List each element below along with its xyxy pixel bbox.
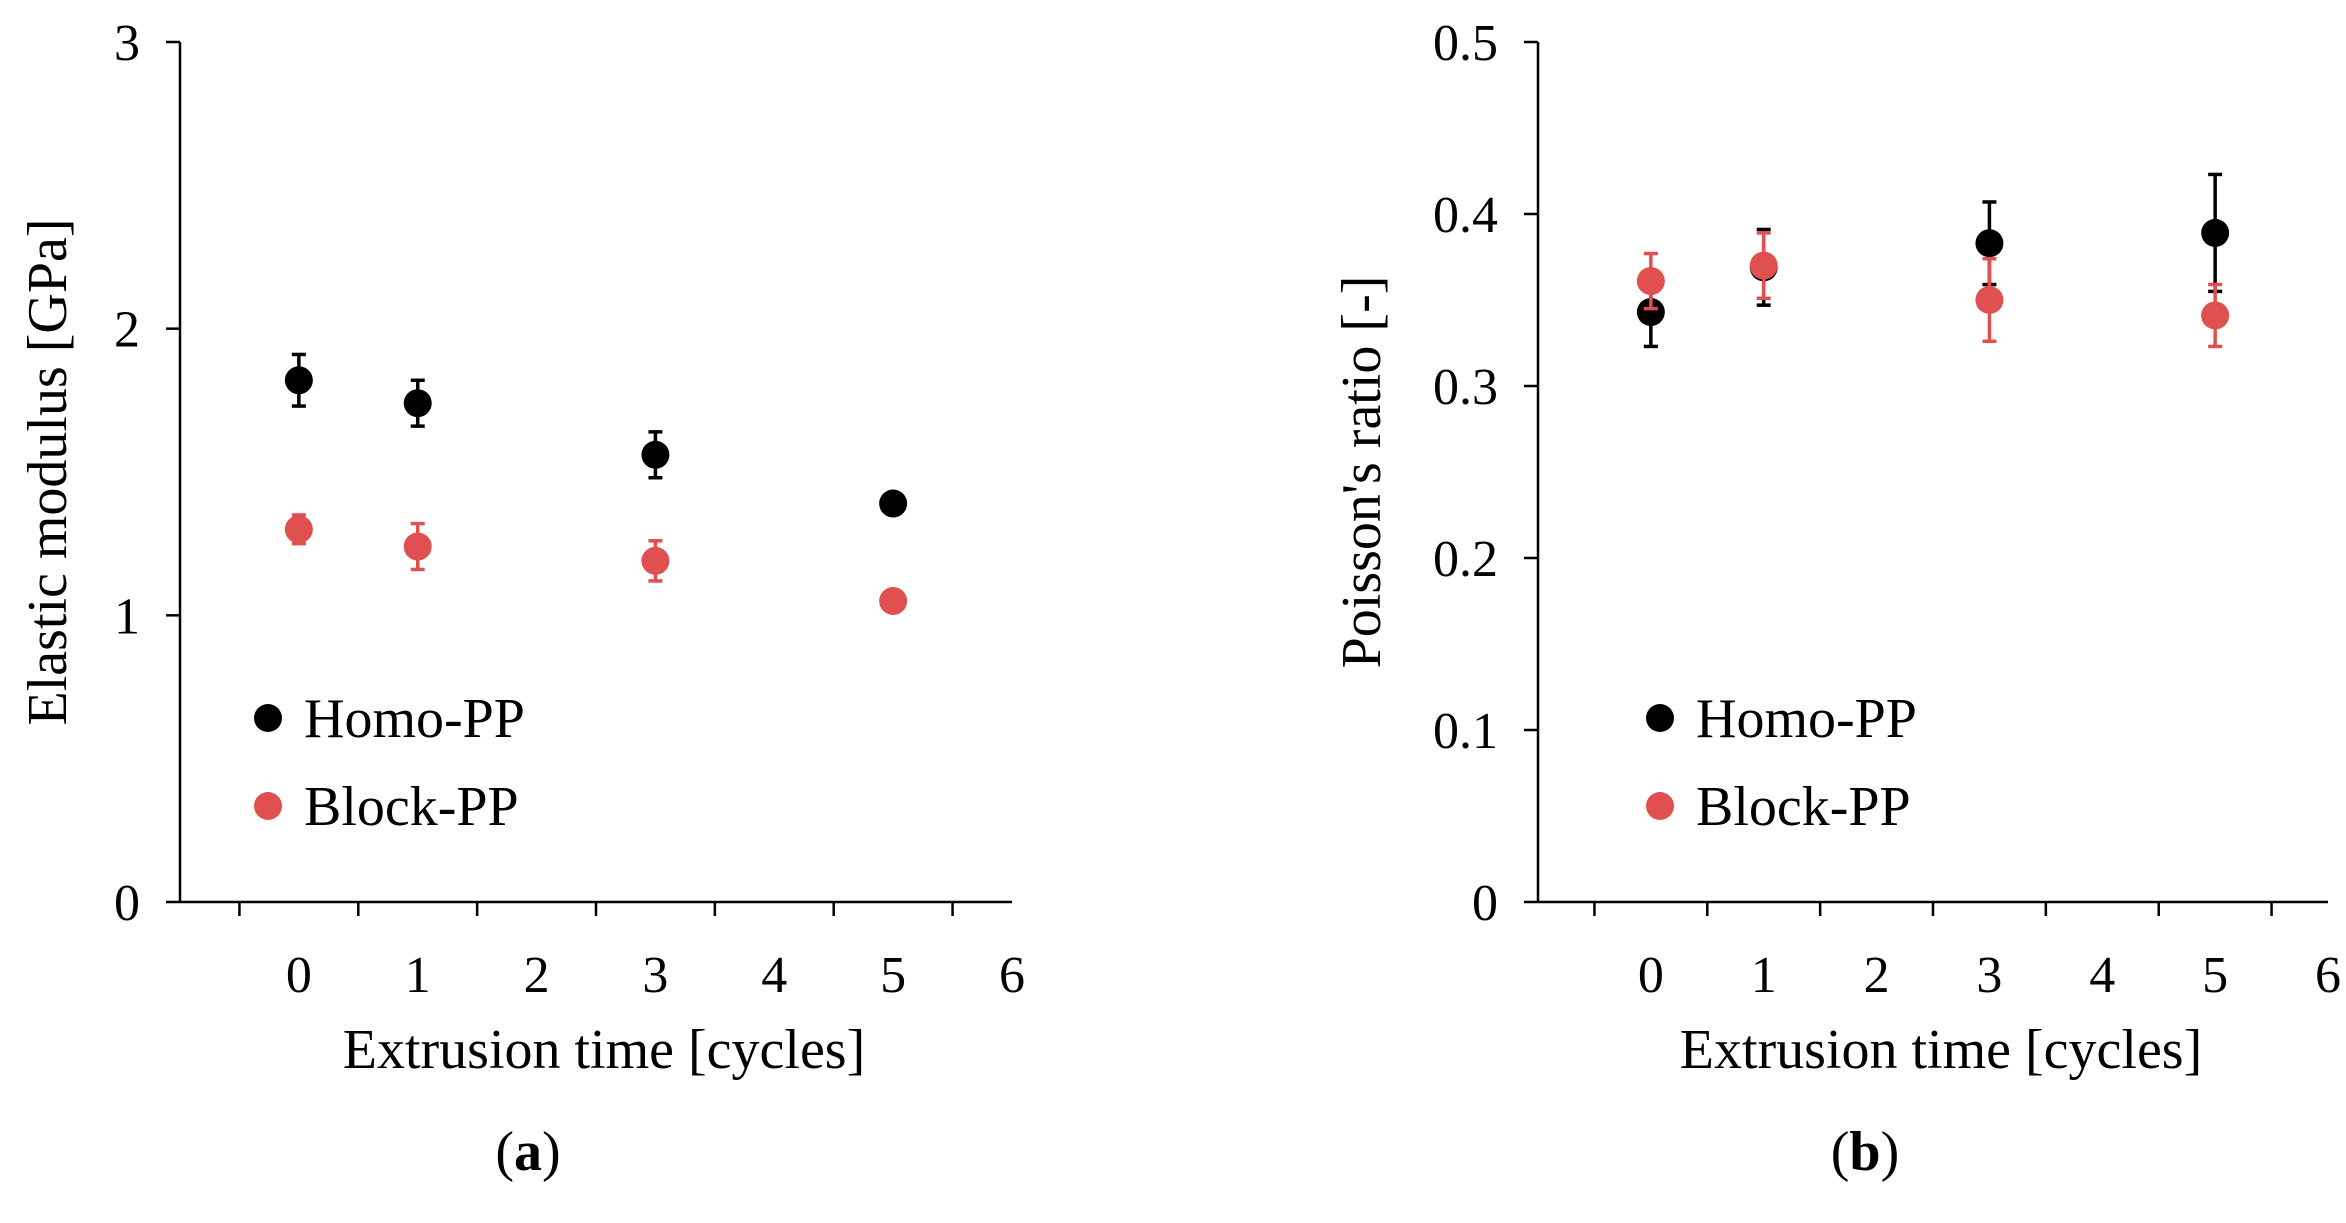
legend-marker [254,792,282,820]
x-tick-label: 2 [1864,947,1890,1004]
data-point [879,489,908,518]
x-axis-title: Extrusion time [cycles] [343,1019,866,1081]
data-point [1636,298,1665,327]
x-tick-label: 6 [999,947,1025,1004]
legend-label: Homo-PP [304,688,525,750]
x-tick-label: 4 [761,947,787,1004]
chart-panel-a: 0 1 2 3 0 1 2 3 4 5 6 Extrusion time [cycles] Elasti… [17,15,1025,1183]
x-tick-label: 3 [642,947,668,1004]
chart-panel-b: 0 0.1 0.2 0.3 0.4 0.5 0 1 2 3 4 5 6 Extrusion time [c… [1331,15,2341,1183]
data-point [403,389,432,418]
data-point [641,440,670,469]
x-tick-label: 3 [1976,947,2002,1004]
data-point [641,546,670,575]
legend-label: Block-PP [1696,776,1911,838]
y-tick-label: 2 [114,302,140,359]
caption-panel-letter: a [514,1121,542,1183]
y-tick-label: 3 [114,15,140,72]
series-block-pp [1636,231,2230,349]
series-homo-pp [284,352,908,518]
legend: Homo-PP Block-PP [254,688,525,838]
data-point [1975,286,2004,314]
y-tick-label: 0.5 [1433,15,1498,72]
data-point [2201,218,2230,247]
data-point [403,532,432,561]
data-point [1975,229,2004,258]
data-point [1636,267,1665,296]
panel-caption: (a) [495,1121,560,1183]
legend-marker [1646,792,1674,820]
data-point [2201,301,2230,330]
y-axis-title: Elastic modulus [GPa] [17,218,79,725]
x-tick-label: 0 [286,947,312,1004]
y-tick-label: 0.1 [1433,703,1498,760]
caption-close-paren: ) [1881,1121,1900,1183]
legend-label: Block-PP [304,776,519,838]
x-tick-label: 5 [880,947,906,1004]
caption-close-paren: ) [542,1121,561,1183]
y-tick-label: 0 [1472,875,1498,932]
legend-marker [254,704,282,732]
x-tick-label: 1 [405,947,431,1004]
data-point [284,366,313,395]
legend: Homo-PP Block-PP [1646,688,1917,838]
x-tick-label: 1 [1751,947,1777,1004]
x-tick-label: 4 [2089,947,2115,1004]
caption-open-paren: ( [1831,1121,1850,1183]
y-tick-label: 0.4 [1433,187,1498,244]
data-point [1749,251,1778,280]
series-homo-pp [1636,172,2230,349]
legend-marker [1646,704,1674,732]
caption-open-paren: ( [495,1121,514,1183]
data-point [284,515,313,544]
x-tick-label: 5 [2202,947,2228,1004]
x-axis-title: Extrusion time [cycles] [1680,1019,2203,1081]
y-tick-label: 0.2 [1433,531,1498,588]
x-tick-label: 0 [1638,947,1664,1004]
y-tick-label: 0 [114,875,140,932]
series-block-pp [284,513,908,615]
y-tick-label: 0.3 [1433,359,1498,416]
panel-caption: (b) [1831,1121,1899,1183]
x-tick-label: 2 [524,947,550,1004]
x-tick-label: 6 [2315,947,2341,1004]
legend-label: Homo-PP [1696,688,1917,750]
caption-panel-letter: b [1849,1121,1880,1183]
y-tick-label: 1 [114,588,140,645]
y-axis-title: Poisson's ratio [-] [1331,276,1393,669]
data-point [879,587,908,615]
